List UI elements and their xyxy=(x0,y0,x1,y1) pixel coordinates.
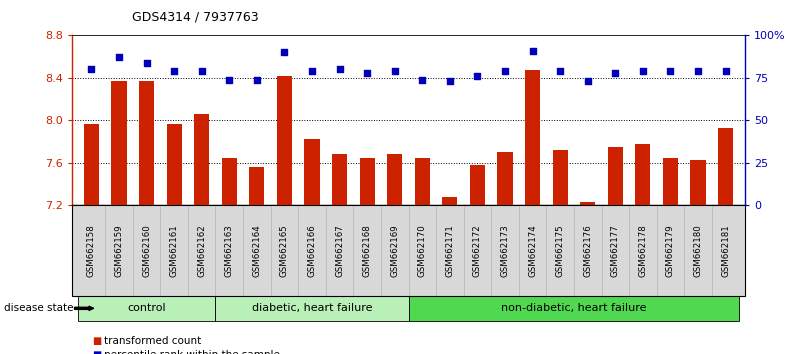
Bar xyxy=(84,124,99,205)
Point xyxy=(553,68,566,74)
Text: non-diabetic, heart failure: non-diabetic, heart failure xyxy=(501,303,646,313)
Point xyxy=(498,68,511,74)
Bar xyxy=(277,76,292,205)
Bar xyxy=(663,158,678,205)
Bar xyxy=(387,154,402,205)
Bar xyxy=(580,202,595,205)
Bar xyxy=(718,128,733,205)
Point xyxy=(195,68,208,74)
Bar xyxy=(360,158,375,205)
Point xyxy=(113,55,126,60)
Text: GSM662178: GSM662178 xyxy=(638,224,647,277)
Text: GSM662175: GSM662175 xyxy=(556,224,565,277)
Text: GDS4314 / 7937763: GDS4314 / 7937763 xyxy=(132,11,259,24)
Text: ■: ■ xyxy=(92,336,102,346)
Text: GSM662159: GSM662159 xyxy=(115,224,123,277)
Point xyxy=(609,70,622,76)
Text: disease state: disease state xyxy=(4,303,74,313)
Text: GSM662170: GSM662170 xyxy=(418,224,427,277)
Text: ■: ■ xyxy=(92,350,102,354)
Bar xyxy=(635,144,650,205)
Text: GSM662169: GSM662169 xyxy=(390,224,399,277)
Bar xyxy=(442,197,457,205)
Text: GSM662176: GSM662176 xyxy=(583,224,592,277)
Text: diabetic, heart failure: diabetic, heart failure xyxy=(252,303,372,313)
Point xyxy=(223,77,235,82)
Text: GSM662168: GSM662168 xyxy=(363,224,372,277)
Bar xyxy=(111,81,127,205)
Bar xyxy=(332,154,347,205)
Point xyxy=(140,60,153,65)
Text: GSM662167: GSM662167 xyxy=(335,224,344,277)
Text: GSM662174: GSM662174 xyxy=(528,224,537,277)
Text: GSM662165: GSM662165 xyxy=(280,224,289,277)
Text: GSM662161: GSM662161 xyxy=(170,224,179,277)
Point xyxy=(278,50,291,55)
Point xyxy=(333,67,346,72)
Text: GSM662173: GSM662173 xyxy=(501,224,509,277)
Point xyxy=(416,77,429,82)
Bar xyxy=(608,147,623,205)
Text: GSM662162: GSM662162 xyxy=(197,224,206,277)
Text: percentile rank within the sample: percentile rank within the sample xyxy=(104,350,280,354)
Point xyxy=(471,73,484,79)
Bar xyxy=(470,165,485,205)
Text: transformed count: transformed count xyxy=(104,336,201,346)
Bar xyxy=(167,124,182,205)
Bar xyxy=(690,160,706,205)
Text: control: control xyxy=(127,303,166,313)
Bar xyxy=(194,114,209,205)
Point xyxy=(444,79,457,84)
Bar xyxy=(497,152,513,205)
Text: GSM662177: GSM662177 xyxy=(611,224,620,277)
Bar xyxy=(525,70,540,205)
Text: GSM662179: GSM662179 xyxy=(666,224,675,277)
Bar xyxy=(139,81,154,205)
Text: GSM662164: GSM662164 xyxy=(252,224,261,277)
Point xyxy=(85,67,98,72)
Point xyxy=(582,79,594,84)
Bar xyxy=(304,139,320,205)
Point xyxy=(691,68,704,74)
Point xyxy=(360,70,373,76)
Text: GSM662171: GSM662171 xyxy=(445,224,454,277)
Text: GSM662158: GSM662158 xyxy=(87,224,96,277)
Point xyxy=(637,68,650,74)
Text: GSM662163: GSM662163 xyxy=(225,224,234,277)
Point xyxy=(526,48,539,53)
Bar xyxy=(222,158,237,205)
Point xyxy=(388,68,401,74)
Point xyxy=(306,68,319,74)
Bar xyxy=(553,150,568,205)
Point xyxy=(664,68,677,74)
Bar xyxy=(249,167,264,205)
Point xyxy=(719,68,732,74)
Text: GSM662172: GSM662172 xyxy=(473,224,482,277)
Bar xyxy=(415,158,430,205)
Text: GSM662166: GSM662166 xyxy=(308,224,316,277)
Point xyxy=(251,77,264,82)
Text: GSM662181: GSM662181 xyxy=(721,224,731,277)
Text: GSM662180: GSM662180 xyxy=(694,224,702,277)
Text: GSM662160: GSM662160 xyxy=(142,224,151,277)
Point xyxy=(167,68,180,74)
